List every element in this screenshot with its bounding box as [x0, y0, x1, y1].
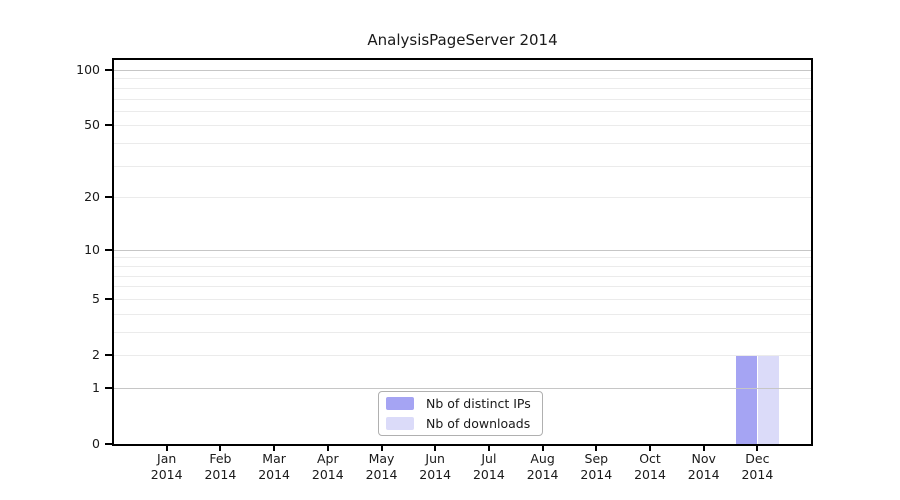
x-axis-tick — [326, 444, 329, 451]
x-axis-tick-label: Jan 2014 — [135, 451, 199, 483]
minor-gridline — [114, 298, 811, 300]
year-label: 2014 — [580, 467, 613, 482]
month-label: Aug — [530, 451, 555, 466]
year-label: 2014 — [258, 467, 290, 482]
minor-gridline — [114, 98, 811, 100]
month-label: Nov — [691, 451, 716, 466]
minor-gridline — [114, 257, 811, 259]
legend: Nb of distinct IPs Nb of downloads — [378, 391, 543, 436]
x-axis-tick-label: Jun 2014 — [403, 451, 467, 483]
x-axis-tick — [434, 444, 437, 451]
y-axis-tick — [105, 69, 112, 71]
legend-entry: Nb of distinct IPs — [386, 394, 535, 414]
year-label: 2014 — [687, 467, 720, 482]
bar-nb-of-downloads — [758, 355, 780, 444]
y-axis-tick — [105, 124, 112, 127]
month-label: Feb — [209, 451, 232, 466]
x-axis-tick-label: Jul 2014 — [457, 451, 521, 483]
x-axis-tick — [380, 444, 383, 451]
legend-entry: Nb of downloads — [386, 414, 535, 434]
year-label: 2014 — [311, 467, 344, 482]
x-axis-tick-label: Dec 2014 — [725, 451, 789, 483]
legend-swatch — [386, 397, 414, 411]
major-gridline — [114, 249, 811, 251]
minor-gridline — [114, 331, 811, 333]
y-axis-tick — [105, 248, 112, 251]
month-label: Apr — [316, 451, 339, 466]
minor-gridline — [114, 355, 811, 356]
chart-title: AnalysisPageServer 2014 — [367, 31, 558, 49]
month-label: Sep — [584, 451, 609, 466]
x-axis-tick-label: Apr 2014 — [296, 451, 360, 483]
minor-gridline — [114, 286, 811, 288]
x-axis-tick-label: Feb 2014 — [188, 451, 252, 483]
x-axis-tick-label: Sep 2014 — [564, 451, 628, 483]
minor-gridline — [114, 265, 811, 267]
x-axis-tick — [756, 444, 759, 451]
y-axis-tick — [105, 386, 112, 389]
year-label: 2014 — [741, 467, 774, 482]
minor-gridline — [114, 275, 811, 277]
y-axis-tick — [105, 354, 112, 356]
minor-gridline — [114, 165, 811, 167]
legend-label: Nb of distinct IPs — [426, 396, 531, 412]
major-gridline — [114, 387, 811, 389]
month-label: Jun — [425, 451, 445, 466]
minor-gridline — [114, 197, 811, 199]
x-axis-tick — [273, 444, 276, 451]
minor-gridline — [114, 313, 811, 315]
x-axis-tick — [595, 444, 598, 451]
x-axis-tick — [702, 444, 705, 451]
minor-gridline — [114, 125, 811, 127]
x-axis-tick — [649, 444, 651, 451]
year-label: 2014 — [419, 467, 452, 482]
year-label: 2014 — [472, 467, 505, 482]
y-axis-tick-label: 0 — [92, 436, 100, 451]
month-label: Mar — [262, 451, 286, 466]
year-label: 2014 — [204, 467, 237, 482]
x-axis-tick-label: Nov 2014 — [672, 451, 736, 483]
month-label: Oct — [639, 451, 661, 466]
month-label: Jan — [157, 451, 177, 466]
year-label: 2014 — [526, 467, 559, 482]
x-axis-tick — [219, 444, 222, 451]
x-axis-tick-label: Mar 2014 — [242, 451, 306, 483]
month-label: Jul — [481, 451, 497, 466]
year-label: 2014 — [150, 467, 183, 482]
y-axis-tick-label: 100 — [76, 62, 100, 77]
legend-label: Nb of downloads — [426, 415, 531, 431]
x-axis-tick-label: May 2014 — [350, 451, 414, 483]
year-label: 2014 — [634, 467, 666, 482]
plot-area: Nb of distinct IPs Nb of downloads 0 1 2 5 10… — [76, 58, 813, 482]
y-axis-tick — [105, 443, 112, 445]
y-axis-tick-label: 10 — [84, 241, 100, 257]
minor-gridline — [114, 110, 811, 112]
y-axis-tick-label: 5 — [92, 290, 100, 306]
y-axis-tick-label: 50 — [84, 117, 100, 133]
y-axis-tick — [105, 297, 112, 300]
minor-gridline — [114, 78, 811, 80]
legend-swatch — [386, 416, 414, 430]
major-gridline — [114, 70, 811, 71]
month-label: Dec — [745, 451, 770, 466]
y-axis-tick — [105, 196, 112, 199]
y-axis-tick-label: 1 — [92, 379, 100, 395]
y-axis-tick-label: 20 — [84, 189, 100, 205]
year-label: 2014 — [365, 467, 398, 482]
x-axis-tick — [487, 444, 490, 451]
x-axis-tick — [541, 444, 544, 451]
x-axis-tick — [165, 444, 168, 451]
month-label: May — [368, 451, 395, 466]
y-axis-tick-label: 2 — [92, 347, 100, 362]
minor-gridline — [114, 87, 811, 89]
x-axis-tick-label: Aug 2014 — [511, 451, 575, 483]
x-axis-tick-label: Oct 2014 — [618, 451, 682, 483]
minor-gridline — [114, 143, 811, 145]
bar-nb-of-distinct-ips — [735, 355, 757, 444]
